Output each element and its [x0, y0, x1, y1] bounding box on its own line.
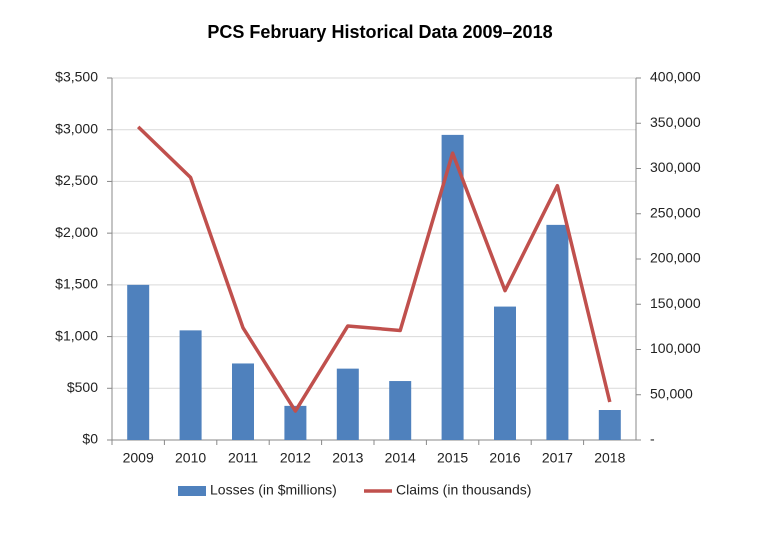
y-tick-label: $1,000 — [55, 327, 98, 343]
bar — [284, 405, 307, 440]
line — [136, 125, 612, 413]
legend-label: Claims (in thousands) — [396, 482, 531, 498]
y2-tick-label: 200,000 — [650, 250, 701, 266]
x-tick-label: 2014 — [385, 450, 416, 466]
y2-tick-label: 400,000 — [650, 69, 701, 85]
bar — [494, 306, 516, 440]
bar — [336, 368, 359, 440]
x-tick-label: 2010 — [175, 450, 206, 466]
chart-title: PCS February Historical Data 2009–2018 — [207, 22, 552, 42]
y2-tick-label: 300,000 — [650, 159, 701, 175]
bar — [179, 330, 202, 440]
y-tick-label: $1,500 — [55, 276, 98, 292]
x-tick-label: 2013 — [332, 450, 363, 466]
legend-label: Losses (in $millions) — [210, 482, 337, 498]
legend-swatch — [178, 486, 206, 496]
y2-tick-label: 250,000 — [650, 204, 701, 220]
x-tick-label: 2015 — [437, 450, 468, 466]
y2-tick-label: - — [650, 431, 655, 447]
x-tick-label: 2018 — [594, 450, 625, 466]
x-tick-label: 2017 — [542, 450, 573, 466]
y-tick-label: $3,000 — [55, 120, 98, 136]
bar — [127, 284, 150, 440]
y-tick-label: $3,500 — [55, 69, 98, 85]
bar — [546, 224, 569, 440]
y-tick-label: $500 — [67, 379, 98, 395]
y2-tick-label: 50,000 — [650, 385, 693, 401]
bar — [598, 410, 621, 440]
bar — [389, 381, 412, 440]
y-tick-label: $2,000 — [55, 224, 98, 240]
x-tick-label: 2009 — [123, 450, 154, 466]
y2-tick-label: 150,000 — [650, 295, 701, 311]
bar — [232, 363, 254, 440]
x-tick-label: 2011 — [228, 450, 258, 466]
y-tick-label: $2,500 — [55, 172, 98, 188]
x-tick-label: 2016 — [489, 450, 520, 466]
x-tick-label: 2012 — [280, 450, 311, 466]
bar — [441, 134, 464, 440]
y-tick-label: $0 — [82, 431, 98, 447]
y2-tick-label: 350,000 — [650, 114, 701, 130]
y2-tick-label: 100,000 — [650, 340, 701, 356]
